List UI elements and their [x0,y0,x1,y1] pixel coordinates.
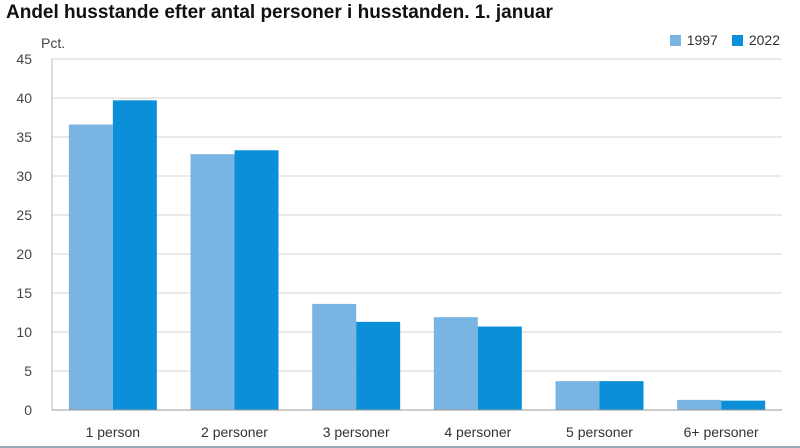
x-tick-label-2: 2 personer [201,424,268,440]
y-tick-label-30: 30 [16,168,32,184]
y-tick-label-25: 25 [16,207,32,223]
legend-label-2022: 2022 [748,32,780,48]
bar-1997-3 [312,303,357,410]
bar-1997-6 [677,399,722,410]
legend-item-1997: 1997 [669,32,718,48]
y-tick-label-45: 45 [16,51,32,67]
legend-label-1997: 1997 [686,32,718,48]
bar-2022-4 [477,326,522,410]
x-tick-label-6: 6+ personer [684,424,759,440]
y-tick-label-15: 15 [16,285,32,301]
bar-1997-5 [555,381,600,410]
y-tick-label-10: 10 [16,324,32,340]
bar-2022-3 [356,321,401,410]
bar-1997-4 [433,317,478,410]
bottom-divider [0,446,800,448]
bar-2022-5 [599,381,644,410]
bar-1997-2 [190,154,235,410]
bar-1997-1 [68,124,113,411]
x-tick-label-4: 4 personer [444,424,511,440]
legend-swatch-1997 [669,34,681,46]
x-tick-label-5: 5 personer [566,424,633,440]
legend: 1997 2022 [669,32,780,48]
x-tick-label-3: 3 personer [323,424,390,440]
bar-2022-6 [721,400,766,410]
y-tick-label-35: 35 [16,129,32,145]
bar-2022-2 [234,150,279,410]
chart-title: Andel husstande efter antal personer i h… [6,2,553,23]
y-tick-label-0: 0 [24,402,32,418]
y-tick-label-20: 20 [16,246,32,262]
y-axis-unit-label: Pct. [41,35,66,51]
legend-item-2022: 2022 [731,32,780,48]
y-tick-label-5: 5 [24,363,32,379]
bar-2022-1 [112,100,157,410]
x-tick-label-1: 1 person [86,424,140,440]
legend-swatch-2022 [731,34,743,46]
y-tick-label-40: 40 [16,90,32,106]
